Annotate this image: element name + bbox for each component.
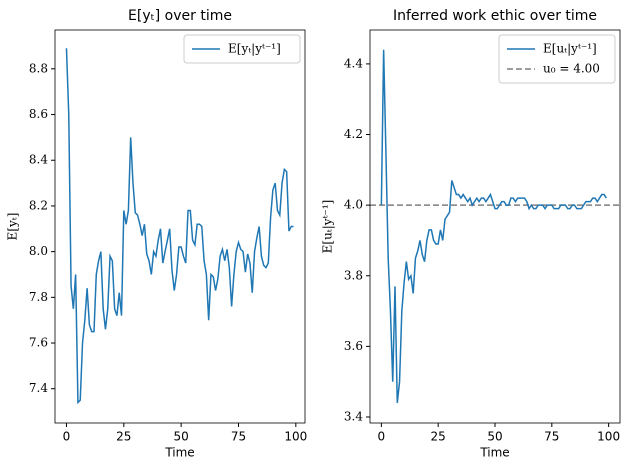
y-tick-label: 7.4 [29, 381, 48, 395]
x-tick-label: 75 [544, 430, 559, 444]
series-line [65, 48, 294, 405]
legend-label: E[yₜ|yᵗ⁻¹] [228, 42, 281, 56]
axes-frame [369, 29, 621, 424]
x-tick-label: 0 [378, 430, 386, 444]
legend-label: u₀ = 4.00 [543, 62, 600, 76]
x-tick-label: 0 [63, 430, 71, 444]
y-tick-label: 4.4 [344, 56, 363, 70]
x-tick-label: 75 [231, 430, 246, 444]
x-axis-label: Time [164, 446, 194, 460]
legend-frame [183, 34, 301, 64]
legend-label: E[uₜ|yᵗ⁻¹] [543, 42, 597, 56]
y-axis-label: E[yₜ] [6, 213, 20, 241]
y-tick-label: 3.8 [344, 268, 363, 282]
x-tick-label: 50 [487, 430, 502, 444]
series-line [380, 49, 607, 403]
axes-frame [54, 29, 306, 424]
x-tick-label: 100 [284, 430, 307, 444]
legend: E[yₜ|yᵗ⁻¹] [183, 34, 301, 64]
x-tick-label: 50 [174, 430, 189, 444]
y-tick-label: 4.0 [344, 198, 363, 212]
chart-title: E[yₜ] over time [128, 8, 232, 24]
y-tick-label: 8.0 [29, 244, 48, 258]
y-tick-label: 8.4 [29, 153, 48, 167]
x-axis-label: Time [479, 446, 509, 460]
y-axis-label: E[uₜ|yᵗ⁻¹] [321, 200, 335, 254]
legend: E[uₜ|yᵗ⁻¹] u₀ = 4.00 [498, 34, 616, 84]
x-tick-label: 25 [431, 430, 446, 444]
y-tick-label: 8.8 [29, 61, 48, 75]
legend-frame [498, 34, 616, 84]
y-tick-label: 3.6 [344, 339, 363, 353]
y-tick-label: 7.6 [29, 336, 48, 350]
y-tick-label: 8.6 [29, 107, 48, 121]
y-tick-label: 8.2 [29, 198, 48, 212]
y-tick-label: 4.2 [344, 127, 363, 141]
y-tick-label: 3.4 [344, 409, 363, 423]
chart-title: Inferred work ethic over time [393, 8, 597, 24]
x-tick-label: 100 [597, 430, 620, 444]
y-tick-label: 7.8 [29, 290, 48, 304]
x-tick-label: 25 [116, 430, 131, 444]
